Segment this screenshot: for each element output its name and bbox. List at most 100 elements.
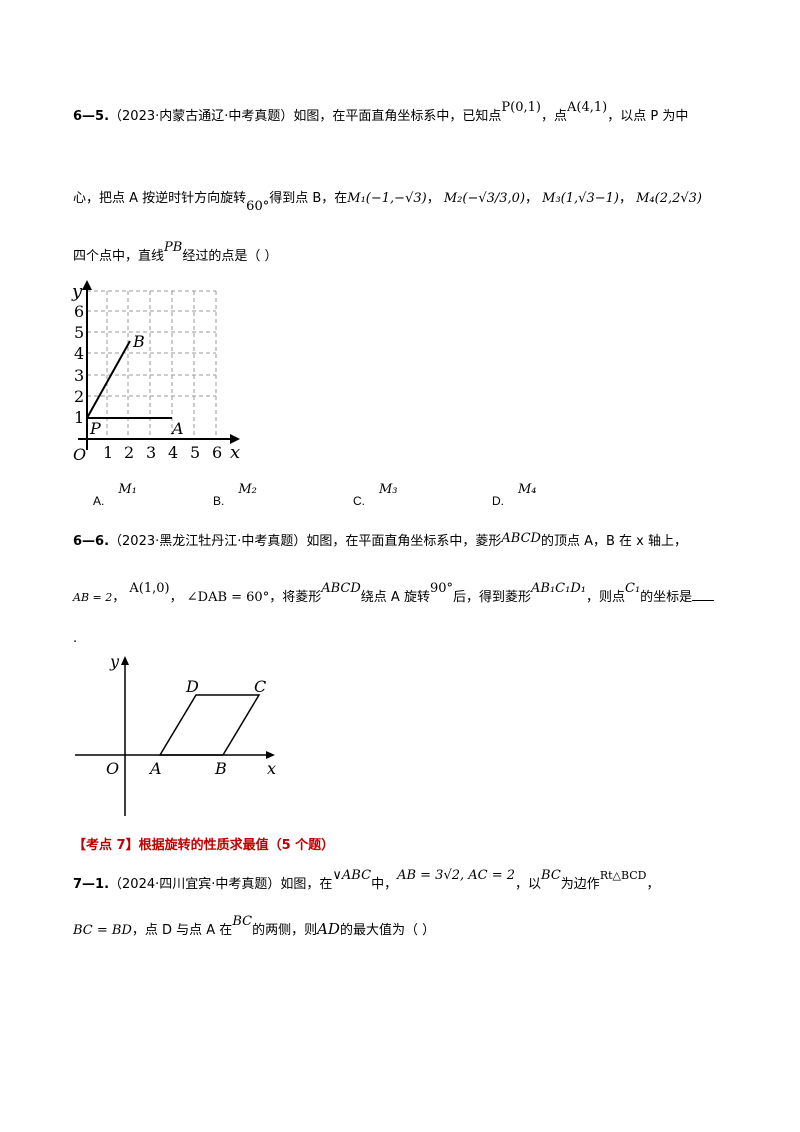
x-label: x — [267, 759, 276, 778]
option-b-label: B. — [213, 494, 225, 508]
label-c: C — [254, 677, 266, 696]
q66-ab1c1d1: AB₁C₁D₁ — [531, 581, 586, 596]
option-d-value: M₄ — [518, 482, 537, 497]
origin-label: O — [73, 445, 86, 464]
q71-triangle: ∨ABC — [332, 868, 372, 883]
y-tick-5: 5 — [74, 323, 84, 342]
q65-m3: M₃(1,√3−1) — [542, 191, 619, 206]
q65-m1: M₁(−1,−√3) — [347, 191, 427, 206]
y-tick-2: 2 — [74, 387, 84, 406]
q71-text-e: ， — [646, 877, 660, 892]
q65-line1: 6—5.（2023·内蒙古通辽·中考真题）如图，在平面直角坐标系中，已知点P(0… — [73, 100, 689, 126]
q65-number: 6—5. — [73, 109, 110, 124]
q66-text2-end: 的坐标是 — [640, 590, 693, 605]
x-tick-2: 2 — [124, 443, 134, 462]
q65-comma: ，点 — [540, 109, 567, 124]
label-a: A — [170, 419, 184, 438]
label-b: B — [132, 332, 145, 351]
q66-line1: 6—6.（2023·黑龙江牡丹江·中考真题）如图，在平面直角坐标系中，菱形ABC… — [73, 531, 688, 551]
q66-text2: ，将菱形 — [269, 590, 322, 605]
q66-rotate: 绕点 A 旋转 — [360, 590, 430, 605]
section-title: 【考点 7】根据旋转的性质求最值（5 个题） — [73, 838, 335, 853]
q71-text-c: ，以 — [515, 877, 542, 892]
q66-angle: ∠DAB = 60° — [186, 590, 270, 605]
q65-pb: PB — [164, 240, 183, 255]
option-b-value: M₂ — [238, 482, 257, 497]
q71-text-b: 中， — [371, 877, 398, 892]
q66-line2: AB = 2， A(1,0)， ∠DAB = 60°，将菱形ABCD绕点 A 旋… — [73, 581, 715, 607]
q66-deg: 90° — [429, 581, 454, 596]
segment-pb — [86, 340, 131, 419]
q65-m4: M₄(2,2√3) — [636, 191, 702, 206]
q65-source: （2023·内蒙古通辽·中考真题） — [109, 109, 294, 124]
option-c[interactable]: C. M₃ — [353, 482, 398, 509]
y-axis-arrow-icon — [82, 280, 92, 290]
q71-source: （2024·四川宜宾·中考真题） — [109, 877, 281, 892]
q66-source: （2023·黑龙江牡丹江·中考真题） — [109, 534, 307, 549]
y-label: y — [71, 281, 83, 302]
label-b: B — [214, 759, 227, 778]
q66-number: 6—6. — [73, 534, 110, 549]
q66-graph: y x O A B C D — [75, 652, 276, 816]
q71-text-a: 如图，在 — [280, 877, 333, 892]
q71-number: 7—1. — [73, 877, 110, 892]
q71-text2-b: 的两侧，则 — [252, 923, 318, 938]
q65-text1: 如图，在平面直角坐标系中，已知点 — [293, 109, 502, 124]
q65-line3: 四个点中，直线PB经过的点是（ ） — [73, 240, 278, 266]
x-axis-arrow-icon — [230, 434, 240, 444]
option-d[interactable]: D. M₄ — [492, 482, 537, 509]
label-a: A — [148, 759, 162, 778]
q71-bc: BC — [541, 868, 561, 883]
option-a-label: A. — [93, 494, 105, 508]
q71-line1: 7—1.（2024·四川宜宾·中考真题）如图，在∨ABC中，AB = 3√2, … — [73, 868, 660, 894]
q66-ab: AB = 2 — [73, 591, 113, 604]
x-axis-arrow-icon — [266, 751, 275, 759]
option-d-label: D. — [492, 494, 504, 508]
q71-rt: Rt△BCD — [599, 869, 647, 882]
option-a[interactable]: A. M₁ — [93, 482, 137, 509]
q71-sides: AB = 3√2, AC = 2 — [397, 868, 516, 883]
y-axis-arrow-icon — [121, 656, 129, 665]
q66-abcd: ABCD — [501, 531, 541, 546]
q66-text1: 如图，在平面直角坐标系中，菱形 — [306, 534, 502, 549]
q65-text3: 四个点中，直线 — [73, 249, 165, 264]
q65-point-a: A(4,1) — [567, 100, 608, 115]
q66-answer-blank[interactable] — [692, 586, 715, 601]
q71-eq: BC = BD — [73, 923, 132, 938]
y-tick-4: 4 — [74, 344, 84, 363]
y-label: y — [109, 652, 120, 671]
option-a-value: M₁ — [118, 482, 137, 497]
q71-line2: BC = BD，点 D 与点 A 在BC的两侧，则AD的最大值为（ ） — [73, 914, 435, 940]
q65-text3-end: 经过的点是（ ） — [182, 249, 278, 264]
q71-text2-a: ，点 D 与点 A 在 — [131, 923, 233, 938]
q71-text-d: 为边作 — [560, 877, 600, 892]
q65-angle: 60° — [246, 199, 270, 214]
q65-text2: 心，把点 A 按逆时针方向旋转 — [73, 191, 247, 206]
option-b[interactable]: B. M₂ — [213, 482, 257, 509]
q66-c1: C₁ — [625, 581, 641, 596]
q65-text2-mid: 得到点 B，在 — [269, 191, 348, 206]
q65-line2: 心，把点 A 按逆时针方向旋转60°得到点 B，在M₁(−1,−√3)， M₂(… — [73, 191, 702, 214]
option-c-value: M₃ — [379, 482, 398, 497]
label-d: D — [185, 677, 199, 696]
x-tick-6: 6 — [212, 443, 222, 462]
q65-text1-end: ，以点 P 为中 — [607, 109, 689, 124]
y-tick-6: 6 — [74, 302, 84, 321]
x-tick-1: 1 — [103, 443, 113, 462]
q71-ad: AD — [317, 920, 340, 938]
q66-text2-after: 后，得到菱形 — [453, 590, 532, 605]
q66-period: . — [73, 631, 78, 646]
x-tick-5: 5 — [190, 443, 200, 462]
q66-text1-end: 的顶点 A，B 在 x 轴上， — [540, 534, 688, 549]
q65-grid — [87, 290, 217, 439]
q66-text2-then: ，则点 — [585, 590, 625, 605]
x-tick-4: 4 — [168, 443, 178, 462]
y-tick-3: 3 — [74, 366, 84, 385]
q66-abcd2: ABCD — [321, 581, 361, 596]
y-tick-1: 1 — [74, 408, 84, 427]
origin-label: O — [106, 759, 119, 778]
x-label: x — [230, 442, 240, 463]
q66-point-a: A(1,0) — [129, 581, 170, 596]
q65-m2: M₂(−√3/3,0) — [443, 191, 526, 206]
x-tick-3: 3 — [146, 443, 156, 462]
